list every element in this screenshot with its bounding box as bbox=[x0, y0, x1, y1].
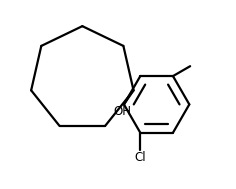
Text: OH: OH bbox=[114, 105, 132, 118]
Text: Cl: Cl bbox=[135, 151, 146, 164]
